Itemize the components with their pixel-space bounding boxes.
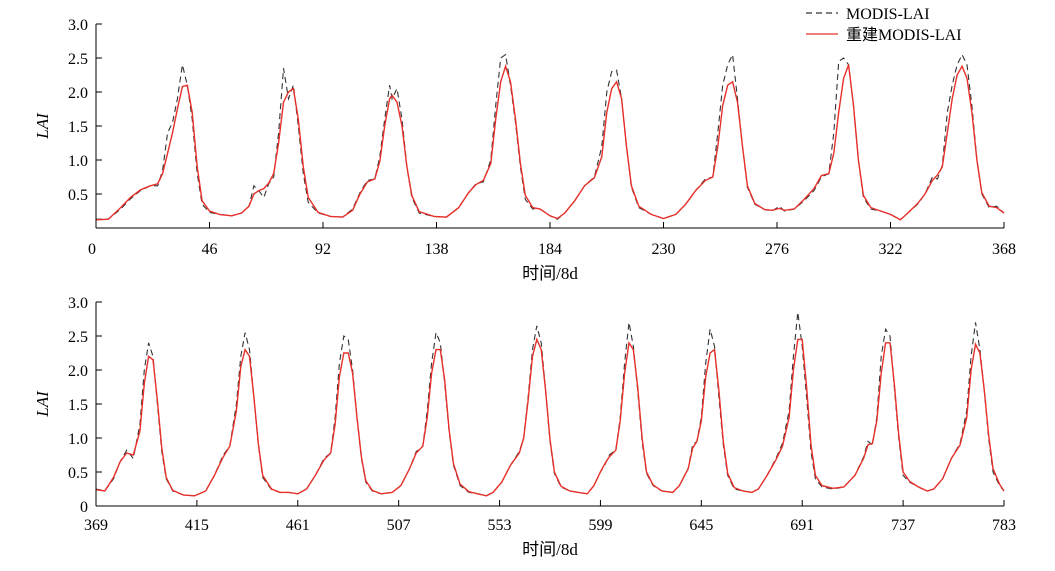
x-tick-label: 138: [425, 241, 449, 258]
panel-2-data-lines: [95, 312, 1005, 497]
x-tick-label: 783: [992, 517, 1016, 534]
x-tick-label: 368: [992, 241, 1016, 258]
chart-panel-1: 0.5 1.0 1.5 2.0 2.5 3.0 0 46 92 138 184 230 276 322 36…: [33, 17, 1016, 283]
x-tick-label: 184: [538, 241, 562, 258]
x-tick-label: 322: [879, 241, 903, 258]
x-tick-label: 230: [652, 241, 676, 258]
legend-modis-label: MODIS-LAI: [846, 6, 930, 23]
y-tick-label: 2.5: [68, 51, 88, 68]
x-tick-label: 507: [387, 517, 411, 534]
x-tick-label: 369: [84, 517, 108, 534]
x-tick-label: 0: [88, 241, 96, 258]
y-tick-label: 1.5: [68, 119, 88, 136]
x-tick-label: 599: [588, 517, 612, 534]
x-tick-label: 415: [185, 517, 209, 534]
panel-2-ticks: 0.5 1.0 1.5 2.0 2.5 3.0 369 415 461 507 553 599 645 6…: [68, 295, 1016, 534]
x-tick-label: 691: [790, 517, 814, 534]
series-line-reconstructed-modis-lai: [95, 337, 1005, 497]
x-tick-label: 645: [689, 517, 713, 534]
x-tick-label: 553: [488, 517, 512, 534]
panel-1-x-axis-label: 时间/8d: [522, 264, 578, 283]
y-tick-label: 0.5: [68, 465, 88, 482]
series-line-reconstructed-modis-lai: [95, 63, 1005, 221]
panel-1-y-axis-label: LAI: [33, 112, 52, 140]
x-tick-label: 737: [891, 517, 915, 534]
legend: MODIS-LAI 重建MODIS-LAI: [806, 6, 962, 44]
series-line-modis-lai: [96, 52, 1005, 221]
y-tick-label: 1.5: [68, 397, 88, 414]
x-tick-label: 276: [765, 241, 789, 258]
y-tick-label: 2.5: [68, 329, 88, 346]
y-tick-label: 1.0: [68, 153, 88, 170]
y-tick-label: 3.0: [68, 17, 88, 34]
panel-1-ticks: 0.5 1.0 1.5 2.0 2.5 3.0 0 46 92 138 184 230 276 322 36…: [68, 17, 1016, 258]
y-tick-label: 2.0: [68, 363, 88, 380]
y-tick-label: 0.5: [68, 187, 88, 204]
panel-1-data-lines: [95, 52, 1005, 221]
x-tick-label: 461: [286, 517, 310, 534]
y-tick-label: 1.0: [68, 431, 88, 448]
panel-2-x-axis-label: 时间/8d: [522, 540, 578, 559]
x-tick-label: 92: [315, 241, 331, 258]
series-line-modis-lai: [95, 312, 1005, 497]
panel-2-y-axis-label: LAI: [33, 390, 52, 418]
panel-2-y-zero-label: 0: [80, 499, 88, 516]
y-tick-label: 3.0: [68, 295, 88, 312]
chart-panel-2: 0.5 1.0 1.5 2.0 2.5 3.0 369 415 461 507 553 599 645 6…: [33, 295, 1016, 559]
y-tick-label: 2.0: [68, 85, 88, 102]
x-tick-label: 46: [202, 241, 218, 258]
legend-reconstructed-label: 重建MODIS-LAI: [846, 26, 962, 44]
